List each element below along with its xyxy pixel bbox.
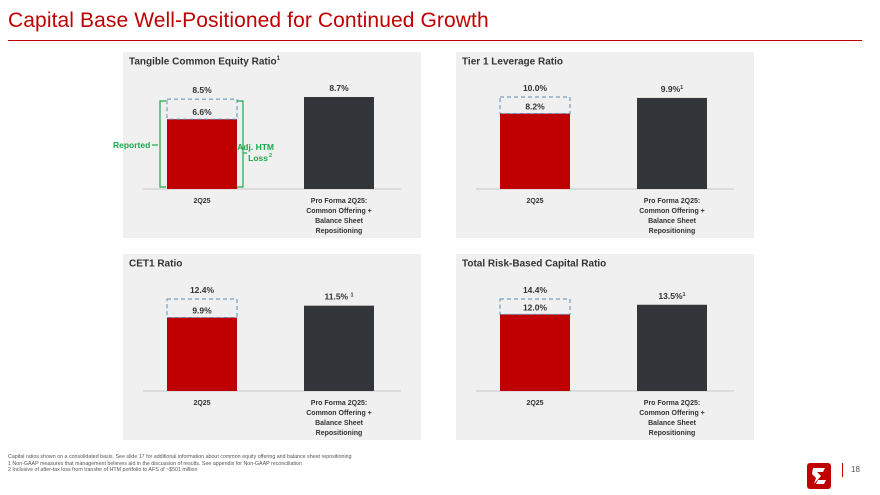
footnote-general: Capital ratios shown on a consolidated b…: [8, 454, 352, 460]
category-label-line: Common Offering +: [306, 410, 372, 417]
category-label-line: Balance Sheet: [315, 420, 364, 427]
category-label: 2Q25: [526, 400, 543, 407]
page-number-divider: [842, 463, 843, 477]
category-label-line: Repositioning: [316, 228, 363, 235]
category-label-line: Common Offering +: [639, 410, 705, 417]
category-label-line: Repositioning: [649, 430, 696, 437]
category-label-line: Common Offering +: [306, 208, 372, 215]
footnote-marker: 1: [683, 292, 686, 298]
category-label-line: Repositioning: [649, 228, 696, 235]
bar-pro-forma: [304, 305, 374, 391]
data-label: 9.9%: [192, 306, 212, 316]
category-label-line: Pro Forma 2Q25:: [644, 198, 700, 205]
adjusted-data-label: 10.0%: [523, 83, 548, 93]
footnote-marker: 1: [680, 85, 683, 91]
tier1-leverage-chart: 8.2% 9.9%1 10.0% 2Q25 Pro Forma 2Q25: Common …: [476, 83, 734, 235]
panel-title: Tier 1 Leverage Ratio: [462, 56, 563, 68]
footnotes: Capital ratios shown on a consolidated b…: [8, 454, 352, 474]
adjusted-bar-outline: [499, 298, 571, 315]
data-label: 13.5%1: [658, 291, 685, 301]
bar-2q25: [167, 119, 237, 189]
category-label-line: Balance Sheet: [315, 218, 364, 225]
panel-title: Tangible Common Equity Ratio1: [129, 56, 280, 68]
category-label-line: Pro Forma 2Q25:: [644, 400, 700, 407]
data-label: 8.2%: [525, 102, 545, 112]
bar-2q25: [167, 317, 237, 391]
adjusted-data-label: 8.5%: [192, 85, 212, 95]
total-risk-capital-panel: Total Risk-Based Capital Ratio 12.0% 13.5…: [456, 254, 754, 440]
category-label-line: Pro Forma 2Q25:: [311, 400, 367, 407]
bar-pro-forma: [637, 97, 707, 189]
adjusted-bar-outline: [166, 298, 238, 319]
data-label: 8.7%: [329, 83, 349, 93]
category-label-line: Balance Sheet: [648, 420, 697, 427]
footnote-2: 2 Inclusive of after-tax loss from trans…: [8, 467, 198, 474]
page-title: Capital Base Well-Positioned for Continu…: [8, 9, 489, 32]
total-risk-capital-chart: 12.0% 13.5%1 14.4% 2Q25 Pro Forma 2Q25: Commo…: [476, 285, 734, 437]
cet1-ratio-chart: 9.9% 11.5% 1 12.4% 2Q25 Pro Forma 2Q25: Commo…: [143, 285, 401, 437]
adjusted-data-label: 12.4%: [190, 285, 215, 295]
category-label: 2Q25: [193, 400, 210, 407]
category-label-line: Pro Forma 2Q25:: [311, 198, 367, 205]
category-label-line: Balance Sheet: [648, 218, 697, 225]
adjusted-bar-outline: [499, 96, 571, 115]
title-divider: [8, 40, 862, 41]
adjusted-data-label: 14.4%: [523, 285, 548, 295]
data-label: 9.9%1: [661, 84, 683, 94]
company-logo-icon: [807, 463, 831, 489]
data-label: 6.6%: [192, 107, 212, 117]
bar-pro-forma: [637, 304, 707, 391]
footnote-1: 1 Non-GAAP measures that management beli…: [8, 460, 302, 467]
category-label-line: Common Offering +: [639, 208, 705, 215]
bar-pro-forma: [304, 97, 374, 189]
data-label: 11.5% 1: [324, 292, 353, 302]
data-label: 12.0%: [523, 302, 548, 312]
footnote-marker: 1: [350, 293, 353, 299]
cet1-ratio-panel: CET1 Ratio 9.9% 11.5% 1 12.4% 2Q25 Pro Forma…: [123, 254, 421, 440]
bar-2q25: [500, 113, 570, 189]
category-label: 2Q25: [526, 198, 543, 205]
tce-ratio-chart: 6.6% 8.7% 8.5% 2Q25 Pro Forma 2Q25: Common Of…: [143, 83, 401, 235]
bar-2q25: [500, 314, 570, 391]
category-label: 2Q25: [193, 198, 210, 205]
panel-title: Total Risk-Based Capital Ratio: [462, 258, 607, 270]
tier1-leverage-panel: Tier 1 Leverage Ratio 8.2% 9.9%1 10.0% 2Q25…: [456, 52, 754, 238]
tce-ratio-panel: Tangible Common Equity Ratio1 6.6% 8.7% 8.…: [123, 52, 421, 238]
panel-title: CET1 Ratio: [129, 258, 183, 270]
category-label-line: Repositioning: [316, 430, 363, 437]
page-number: 18: [851, 465, 860, 474]
